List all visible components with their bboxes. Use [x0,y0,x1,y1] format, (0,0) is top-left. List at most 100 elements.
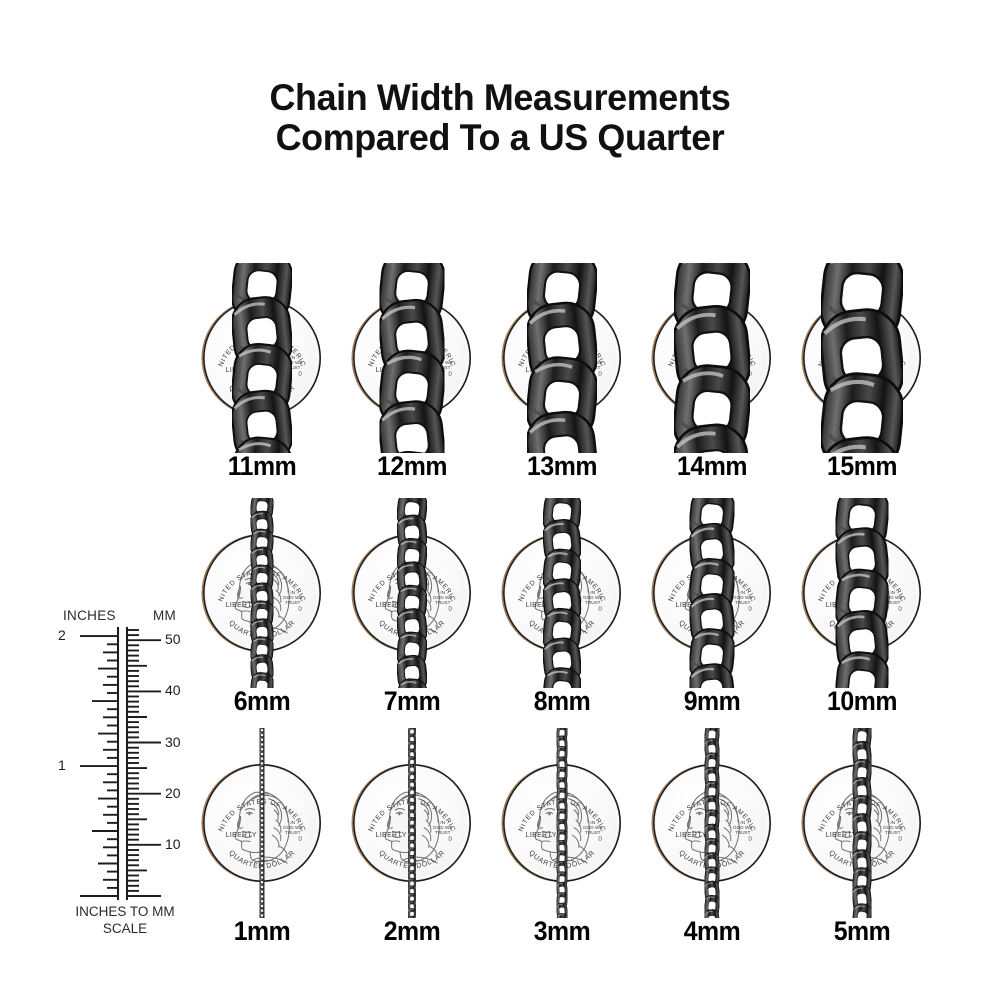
chain-sample-15mm[interactable]: UNITED STATES OF AMERICA QUARTER DOLLAR … [780,263,944,485]
svg-text:TRUST: TRUST [435,600,451,605]
chain-sample-6mm[interactable]: UNITED STATES OF AMERICA QUARTER DOLLAR … [180,498,344,720]
svg-text:IN: IN [290,589,295,594]
svg-text:TRUST: TRUST [885,830,901,835]
svg-text:GOD WE: GOD WE [883,825,902,830]
chain-12mm [379,263,445,453]
chain-8mm [543,498,581,688]
chain-1mm [259,728,265,918]
svg-text:D: D [448,371,452,377]
svg-text:D: D [448,836,452,842]
chain-15mm [821,263,903,453]
chain-2mm [408,728,416,918]
chain-width-label: 2mm [383,916,441,946]
chain-sample-1mm[interactable]: UNITED STATES OF AMERICA QUARTER DOLLAR … [180,728,344,950]
chain-9mm [689,498,735,688]
ruler-footer-line-1: INCHES TO MM [75,904,175,919]
ruler-mm-label-50: 50 [165,631,181,648]
coin-chain-stack: UNITED STATES OF AMERICA QUARTER DOLLAR … [180,728,344,918]
chain-width-label: 3mm [533,916,591,946]
coin-chain-stack: UNITED STATES OF AMERICA QUARTER DOLLAR … [180,263,344,453]
svg-text:TRUST: TRUST [885,600,901,605]
ruler-header-mm: MM [153,608,177,623]
svg-text:TRUST: TRUST [735,830,751,835]
svg-text:LIBERTY: LIBERTY [676,831,707,838]
svg-text:IN: IN [740,819,745,824]
coin-chain-stack: UNITED STATES OF AMERICA QUARTER DOLLAR … [630,263,794,453]
svg-text:TRUST: TRUST [285,600,301,605]
chain-7mm [397,498,427,688]
svg-text:GOD WE: GOD WE [283,595,302,600]
chain-sample-3mm[interactable]: UNITED STATES OF AMERICA QUARTER DOLLAR … [480,728,644,950]
svg-text:GOD WE: GOD WE [733,595,752,600]
chain-14mm [674,263,750,453]
svg-text:D: D [898,606,902,612]
coin-chain-stack: UNITED STATES OF AMERICA QUARTER DOLLAR … [480,263,644,453]
coin-chain-stack: UNITED STATES OF AMERICA QUARTER DOLLAR … [630,728,794,918]
chain-sample-12mm[interactable]: UNITED STATES OF AMERICA QUARTER DOLLAR … [330,263,494,485]
chain-width-label: 1mm [233,916,291,946]
svg-text:TRUST: TRUST [285,830,301,835]
svg-text:GOD WE: GOD WE [433,825,452,830]
chain-width-label: 9mm [683,686,741,716]
svg-text:LIBERTY: LIBERTY [526,601,557,608]
svg-text:IN: IN [590,589,595,594]
svg-text:D: D [748,606,752,612]
chain-sample-7mm[interactable]: UNITED STATES OF AMERICA QUARTER DOLLAR … [330,498,494,720]
chain-sample-5mm[interactable]: UNITED STATES OF AMERICA QUARTER DOLLAR … [780,728,944,950]
chain-sample-2mm[interactable]: UNITED STATES OF AMERICA QUARTER DOLLAR … [330,728,494,950]
chain-row-1-5mm: UNITED STATES OF AMERICA QUARTER DOLLAR … [180,728,1000,950]
svg-text:IN: IN [890,589,895,594]
chain-width-label: 8mm [533,686,591,716]
svg-text:TRUST: TRUST [585,600,601,605]
inches-to-mm-ruler: INCHES MM 2 1 50 40 30 20 10 INCHES TO M… [55,608,195,943]
coin-chain-stack: UNITED STATES OF AMERICA QUARTER DOLLAR … [630,498,794,688]
ruler-inch-label-1: 1 [58,757,66,774]
svg-text:D: D [598,606,602,612]
chain-width-label: 14mm [677,451,747,481]
chain-row-6-10mm: UNITED STATES OF AMERICA QUARTER DOLLAR … [180,498,1000,720]
svg-text:IN: IN [290,354,295,359]
svg-text:LIBERTY: LIBERTY [376,831,407,838]
chain-width-label: 7mm [383,686,441,716]
coin-chain-stack: UNITED STATES OF AMERICA QUARTER DOLLAR … [330,263,494,453]
page-title-line-2: Compared To a US Quarter [275,117,725,158]
ruler-mm-label-40: 40 [165,682,181,699]
chain-sample-10mm[interactable]: UNITED STATES OF AMERICA QUARTER DOLLAR … [780,498,944,720]
svg-text:GOD WE: GOD WE [433,595,452,600]
chain-3mm [556,728,568,918]
svg-text:D: D [748,836,752,842]
svg-text:IN: IN [740,589,745,594]
page-title-line-1: Chain Width Measurements [269,77,731,118]
svg-text:GOD WE: GOD WE [583,825,602,830]
svg-text:TRUST: TRUST [285,365,301,370]
ruler-mm-label-20: 20 [165,784,181,801]
coin-chain-stack: UNITED STATES OF AMERICA QUARTER DOLLAR … [330,498,494,688]
chain-width-label: 5mm [833,916,891,946]
chain-sample-4mm[interactable]: UNITED STATES OF AMERICA QUARTER DOLLAR … [630,728,794,950]
chain-sample-9mm[interactable]: UNITED STATES OF AMERICA QUARTER DOLLAR … [630,498,794,720]
coin-chain-stack: UNITED STATES OF AMERICA QUARTER DOLLAR … [780,263,944,453]
coin-chain-stack: UNITED STATES OF AMERICA QUARTER DOLLAR … [480,498,644,688]
svg-text:D: D [748,371,752,377]
chain-11mm [232,263,292,453]
svg-text:LIBERTY: LIBERTY [226,831,257,838]
chain-6mm [250,498,274,688]
svg-text:GOD WE: GOD WE [583,595,602,600]
svg-text:IN: IN [440,589,445,594]
chain-sample-14mm[interactable]: UNITED STATES OF AMERICA QUARTER DOLLAR … [630,263,794,485]
chain-4mm [704,728,720,918]
ruler-mm-label-10: 10 [165,835,181,852]
chain-13mm [527,263,597,453]
chain-sample-11mm[interactable]: UNITED STATES OF AMERICA QUARTER DOLLAR … [180,263,344,485]
chain-10mm [835,498,889,688]
svg-text:TRUST: TRUST [735,600,751,605]
chain-width-label: 12mm [377,451,447,481]
svg-text:TRUST: TRUST [435,830,451,835]
chain-sample-8mm[interactable]: UNITED STATES OF AMERICA QUARTER DOLLAR … [480,498,644,720]
svg-text:LIBERTY: LIBERTY [226,601,257,608]
svg-text:D: D [298,371,302,377]
chain-sample-13mm[interactable]: UNITED STATES OF AMERICA QUARTER DOLLAR … [480,263,644,485]
svg-text:TRUST: TRUST [585,830,601,835]
ruler-inch-label-2: 2 [58,627,66,644]
svg-text:IN: IN [890,819,895,824]
